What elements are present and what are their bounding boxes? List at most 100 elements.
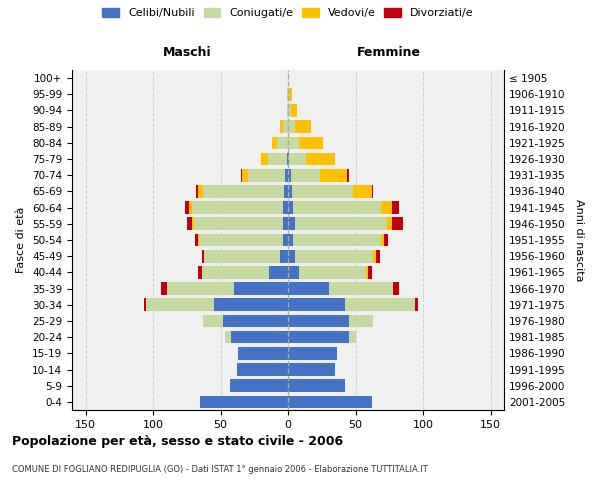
Bar <box>344 298 415 311</box>
Bar <box>287 104 288 117</box>
Bar <box>290 104 298 117</box>
Bar <box>190 202 192 214</box>
Bar <box>386 218 392 230</box>
Bar <box>288 234 293 246</box>
Bar <box>381 234 384 246</box>
Bar <box>196 185 197 198</box>
Y-axis label: Anni di nascita: Anni di nascita <box>574 198 584 281</box>
Bar <box>197 185 203 198</box>
Bar <box>295 250 373 262</box>
Bar <box>232 331 288 344</box>
Bar <box>283 234 288 246</box>
Bar <box>299 136 323 149</box>
Bar <box>203 185 284 198</box>
Bar <box>242 169 248 181</box>
Bar <box>347 169 349 181</box>
Bar <box>284 185 288 198</box>
Bar <box>415 298 418 311</box>
Bar <box>289 152 305 166</box>
Bar <box>202 250 204 262</box>
Bar <box>392 202 399 214</box>
Bar <box>288 250 295 262</box>
Bar <box>272 136 277 149</box>
Bar <box>248 169 286 181</box>
Bar <box>283 120 288 133</box>
Bar <box>288 331 349 344</box>
Text: COMUNE DI FOGLIANO REDIPUGLIA (GO) - Dati ISTAT 1° gennaio 2006 - Elaborazione T: COMUNE DI FOGLIANO REDIPUGLIA (GO) - Dat… <box>12 465 428 474</box>
Bar <box>349 331 355 344</box>
Bar <box>287 152 288 166</box>
Bar <box>288 120 295 133</box>
Bar <box>195 234 197 246</box>
Bar <box>288 396 372 408</box>
Bar <box>185 202 190 214</box>
Bar <box>290 169 320 181</box>
Bar <box>234 282 288 295</box>
Bar <box>366 266 368 278</box>
Bar <box>293 202 381 214</box>
Bar <box>288 347 337 360</box>
Bar <box>146 298 214 311</box>
Bar <box>283 202 288 214</box>
Bar <box>199 234 283 246</box>
Bar <box>288 136 299 149</box>
Bar <box>167 282 234 295</box>
Bar <box>197 266 202 278</box>
Bar <box>200 396 288 408</box>
Bar <box>230 380 288 392</box>
Bar <box>261 152 268 166</box>
Bar <box>193 218 283 230</box>
Bar <box>305 152 335 166</box>
Bar <box>292 185 353 198</box>
Bar <box>289 88 292 101</box>
Bar <box>392 218 403 230</box>
Bar <box>241 169 242 181</box>
Bar <box>376 250 380 262</box>
Bar <box>143 298 146 311</box>
Bar <box>204 250 280 262</box>
Bar <box>286 169 288 181</box>
Bar <box>288 363 335 376</box>
Bar <box>368 266 372 278</box>
Bar <box>288 282 329 295</box>
Bar <box>224 331 232 344</box>
Bar <box>384 234 388 246</box>
Bar <box>280 250 288 262</box>
Bar <box>299 266 366 278</box>
Bar <box>268 152 287 166</box>
Bar <box>287 88 288 101</box>
Bar <box>381 202 392 214</box>
Bar <box>269 266 288 278</box>
Bar <box>288 169 290 181</box>
Bar <box>288 185 292 198</box>
Bar <box>288 218 295 230</box>
Bar <box>202 266 269 278</box>
Bar <box>203 314 223 328</box>
Bar <box>197 234 199 246</box>
Bar <box>288 88 289 101</box>
Bar <box>238 347 288 360</box>
Bar <box>295 120 311 133</box>
Bar <box>288 380 344 392</box>
Bar <box>372 185 373 198</box>
Y-axis label: Fasce di età: Fasce di età <box>16 207 26 273</box>
Text: Femmine: Femmine <box>357 46 421 59</box>
Bar <box>288 104 290 117</box>
Bar <box>288 152 289 166</box>
Bar <box>288 314 349 328</box>
Bar <box>277 136 288 149</box>
Bar <box>280 120 283 133</box>
Bar <box>373 250 376 262</box>
Bar <box>293 234 381 246</box>
Bar <box>187 218 192 230</box>
Bar <box>236 363 288 376</box>
Bar <box>283 218 288 230</box>
Text: Popolazione per età, sesso e stato civile - 2006: Popolazione per età, sesso e stato civil… <box>12 435 343 448</box>
Bar <box>349 314 373 328</box>
Bar <box>161 282 166 295</box>
Bar <box>329 282 394 295</box>
Bar <box>320 169 347 181</box>
Bar <box>295 218 386 230</box>
Bar <box>288 298 344 311</box>
Bar <box>394 282 398 295</box>
